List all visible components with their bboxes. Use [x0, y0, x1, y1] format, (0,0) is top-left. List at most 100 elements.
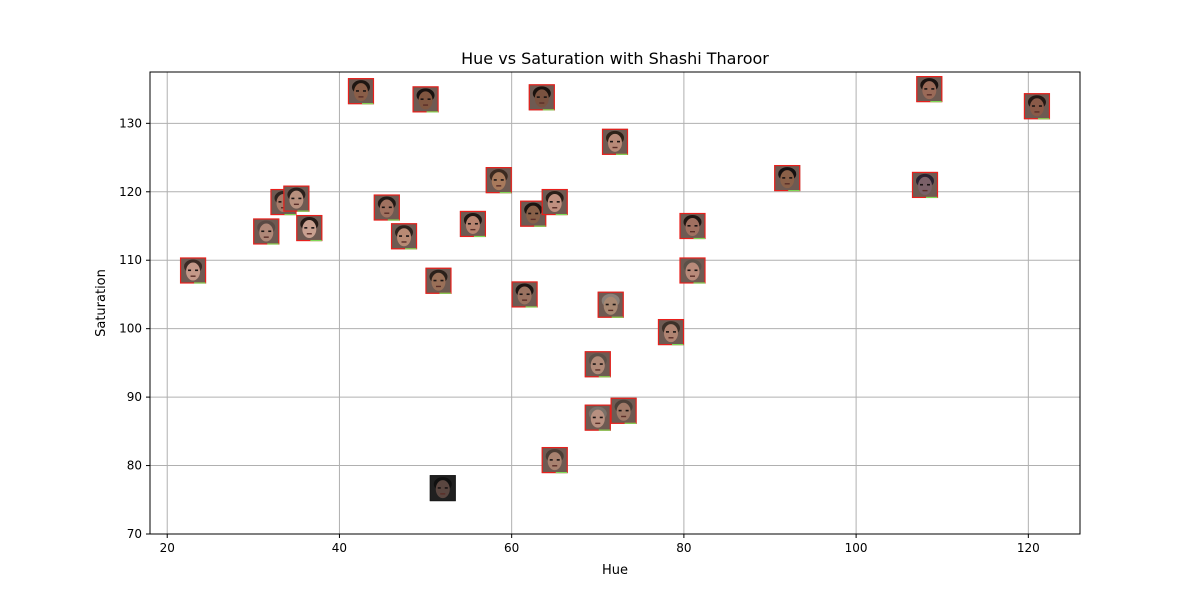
- left-eye: [399, 235, 403, 237]
- right-eye: [388, 206, 392, 209]
- right-eye: [195, 269, 199, 272]
- y-tick-label: 90: [127, 390, 142, 404]
- right-eye: [500, 179, 504, 181]
- mouth: [539, 102, 545, 104]
- left-eye: [549, 201, 553, 203]
- face-shape: [418, 91, 433, 110]
- right-eye: [617, 140, 620, 143]
- face-shape: [685, 218, 700, 236]
- face-point: [601, 128, 629, 155]
- mouth: [190, 275, 196, 277]
- left-eye: [355, 90, 359, 92]
- face-point: [541, 188, 568, 216]
- face-shape: [491, 172, 506, 191]
- mouth: [595, 369, 601, 371]
- face-shape: [353, 83, 368, 102]
- mouth: [926, 94, 932, 96]
- left-eye: [188, 269, 192, 272]
- face-point: [597, 291, 624, 318]
- face-shape: [397, 228, 412, 247]
- mouth: [263, 236, 269, 238]
- face-point: [412, 86, 439, 113]
- face-border: [373, 194, 400, 221]
- face-point: [916, 76, 943, 103]
- mouth: [922, 189, 928, 192]
- mouth: [440, 493, 446, 495]
- left-eye: [592, 416, 596, 419]
- face-shape: [435, 480, 450, 499]
- mouth: [690, 275, 695, 277]
- face-shape: [289, 190, 304, 209]
- face-border: [283, 185, 310, 212]
- right-eye: [474, 222, 478, 225]
- left-eye: [528, 212, 532, 215]
- right-eye: [1038, 105, 1042, 107]
- face-shape: [186, 262, 201, 281]
- face-border: [541, 188, 568, 216]
- face-border: [1023, 93, 1051, 120]
- left-eye: [433, 279, 437, 282]
- y-tick-label: 120: [119, 185, 142, 199]
- right-eye: [406, 235, 410, 237]
- left-eye: [437, 487, 441, 489]
- face-point: [485, 167, 512, 194]
- mouth: [496, 185, 502, 187]
- face-shape: [517, 286, 532, 305]
- mouth: [552, 465, 558, 467]
- face-border: [429, 475, 456, 502]
- left-eye: [687, 269, 691, 272]
- mouth: [612, 146, 618, 149]
- left-eye: [493, 179, 497, 181]
- left-eye: [1031, 105, 1035, 107]
- left-eye: [420, 98, 424, 100]
- face-border: [679, 257, 706, 284]
- x-axis-label: Hue: [602, 563, 628, 578]
- face-shape: [379, 199, 394, 218]
- right-eye: [268, 230, 272, 233]
- face-border: [597, 291, 624, 318]
- left-eye: [261, 230, 265, 233]
- face-border: [347, 78, 375, 105]
- face-point: [390, 223, 418, 250]
- mouth: [423, 104, 429, 106]
- face-shape: [608, 133, 622, 152]
- face-point: [373, 194, 400, 221]
- face-shape: [685, 262, 700, 281]
- right-eye: [444, 487, 448, 489]
- y-tick-label: 70: [127, 527, 142, 541]
- mouth: [621, 415, 627, 418]
- right-eye: [362, 90, 366, 92]
- face-border: [610, 397, 637, 424]
- right-eye: [599, 416, 603, 419]
- face-border: [541, 446, 568, 474]
- face-shape: [547, 452, 562, 471]
- left-eye: [519, 293, 523, 296]
- face-border: [911, 171, 939, 199]
- face-border: [485, 167, 512, 194]
- right-eye: [556, 201, 560, 203]
- right-eye: [694, 225, 698, 227]
- y-axis-ticks: 70 80 90 100 110 120 130: [119, 116, 150, 541]
- y-tick-label: 130: [119, 116, 142, 130]
- left-eye: [610, 140, 613, 143]
- face-border: [511, 281, 538, 308]
- face-shape: [302, 220, 317, 239]
- left-eye: [687, 225, 691, 227]
- face-shape: [663, 324, 678, 343]
- face-border: [296, 214, 323, 242]
- face-point: [584, 351, 611, 378]
- face-border: [601, 128, 629, 155]
- face-point: [610, 397, 637, 424]
- face-shape: [465, 215, 480, 234]
- y-tick-label: 80: [127, 459, 142, 473]
- right-eye: [931, 88, 935, 90]
- mouth: [293, 203, 299, 206]
- face-shape: [431, 272, 446, 291]
- face-border: [657, 318, 685, 346]
- mouth: [668, 337, 674, 339]
- left-eye: [304, 227, 308, 229]
- left-eye: [381, 206, 385, 209]
- left-eye: [782, 177, 786, 179]
- face-point: [296, 214, 323, 242]
